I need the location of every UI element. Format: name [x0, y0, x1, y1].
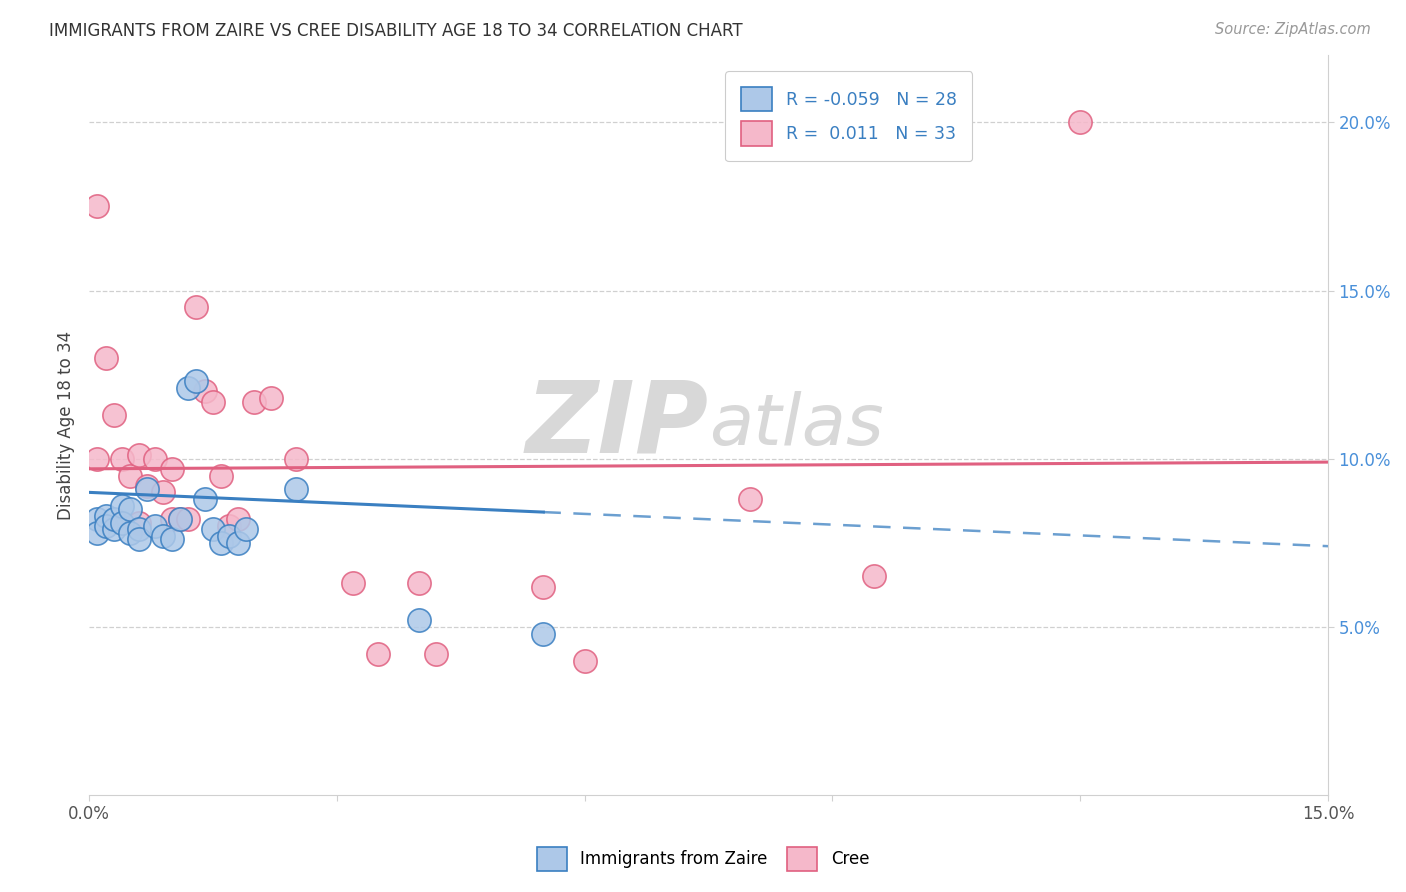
Point — [194, 384, 217, 399]
Point — [111, 499, 134, 513]
Point — [86, 451, 108, 466]
Point — [209, 468, 232, 483]
Point — [94, 519, 117, 533]
Point — [194, 492, 217, 507]
Point — [260, 391, 283, 405]
Point — [128, 516, 150, 530]
Text: ZIP: ZIP — [526, 376, 709, 474]
Point — [111, 516, 134, 530]
Point — [103, 522, 125, 536]
Point — [169, 512, 191, 526]
Point — [218, 519, 240, 533]
Y-axis label: Disability Age 18 to 34: Disability Age 18 to 34 — [58, 331, 75, 520]
Point — [135, 478, 157, 492]
Point — [186, 375, 208, 389]
Point — [143, 519, 166, 533]
Point — [209, 536, 232, 550]
Point — [738, 492, 761, 507]
Point — [574, 654, 596, 668]
Point — [284, 451, 307, 466]
Point — [201, 394, 224, 409]
Point — [128, 522, 150, 536]
Point — [226, 512, 249, 526]
Point — [284, 482, 307, 496]
Point — [160, 533, 183, 547]
Point — [408, 576, 430, 591]
Point — [218, 529, 240, 543]
Text: Source: ZipAtlas.com: Source: ZipAtlas.com — [1215, 22, 1371, 37]
Point — [177, 381, 200, 395]
Point — [94, 508, 117, 523]
Point — [186, 301, 208, 315]
Point — [86, 199, 108, 213]
Point — [235, 522, 257, 536]
Point — [103, 512, 125, 526]
Point — [120, 468, 142, 483]
Point — [201, 522, 224, 536]
Point — [226, 536, 249, 550]
Point — [152, 529, 174, 543]
Legend: Immigrants from Zaire, Cree: Immigrants from Zaire, Cree — [529, 839, 877, 880]
Point — [531, 580, 554, 594]
Point — [94, 351, 117, 365]
Point — [160, 512, 183, 526]
Point — [342, 576, 364, 591]
Point — [177, 512, 200, 526]
Point — [425, 647, 447, 661]
Point — [408, 613, 430, 627]
Point — [243, 394, 266, 409]
Point — [128, 449, 150, 463]
Point — [1069, 115, 1091, 129]
Point — [531, 626, 554, 640]
Point — [120, 502, 142, 516]
Text: IMMIGRANTS FROM ZAIRE VS CREE DISABILITY AGE 18 TO 34 CORRELATION CHART: IMMIGRANTS FROM ZAIRE VS CREE DISABILITY… — [49, 22, 742, 40]
Point — [111, 451, 134, 466]
Point — [367, 647, 389, 661]
Point — [135, 482, 157, 496]
Point — [160, 462, 183, 476]
Point — [169, 512, 191, 526]
Point — [103, 408, 125, 422]
Point — [86, 512, 108, 526]
Legend: R = -0.059   N = 28, R =  0.011   N = 33: R = -0.059 N = 28, R = 0.011 N = 33 — [725, 71, 973, 161]
Text: atlas: atlas — [709, 391, 883, 459]
Point — [128, 533, 150, 547]
Point — [120, 525, 142, 540]
Point — [152, 485, 174, 500]
Point — [862, 569, 884, 583]
Point — [86, 525, 108, 540]
Point — [143, 451, 166, 466]
